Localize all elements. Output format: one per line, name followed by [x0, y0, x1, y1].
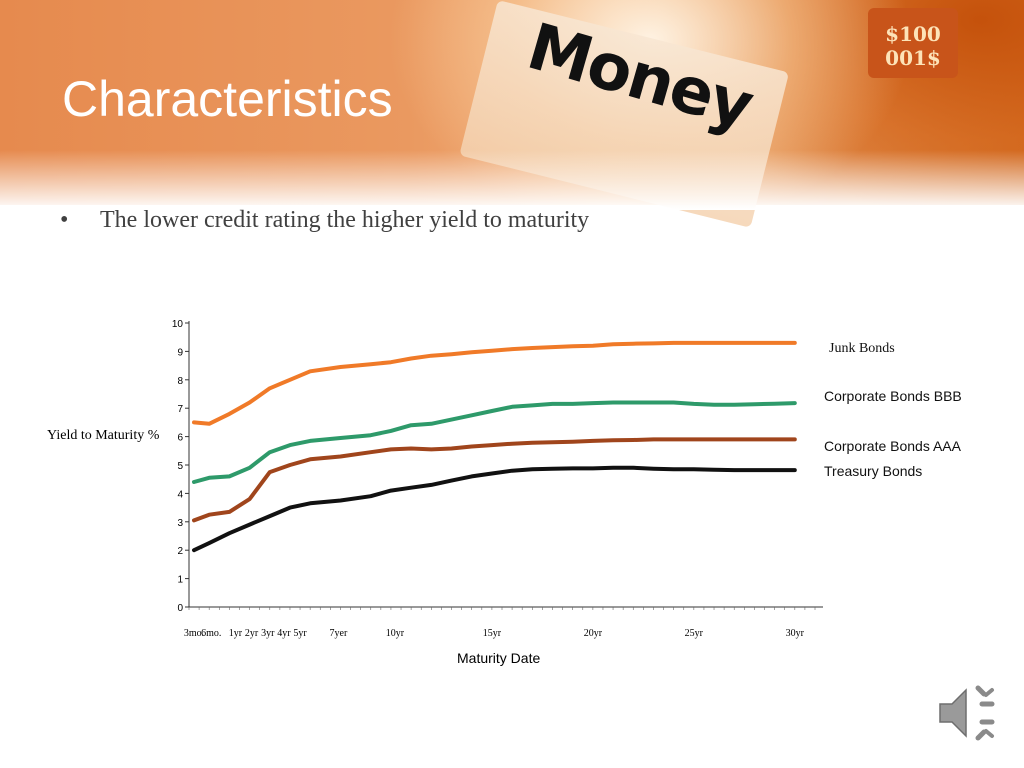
- series-line-3: [192, 465, 797, 553]
- speaker-icon[interactable]: [934, 680, 1008, 746]
- y-tick-label: 6: [177, 433, 183, 444]
- chart-legend: Junk Bonds Corporate Bonds BBB Corporate B…: [824, 341, 962, 479]
- x-tick-label: 3mo.: [184, 628, 204, 639]
- banner-fade: [0, 150, 1024, 210]
- bill-text-top: $100: [885, 22, 941, 46]
- x-tick-label: 10yr: [386, 628, 405, 639]
- y-axis-label: Yield to Maturity %: [47, 428, 160, 443]
- legend-entry: Treasury Bonds: [824, 463, 922, 479]
- legend-entry: Corporate Bonds AAA: [824, 438, 962, 454]
- series-lines: [192, 340, 797, 553]
- y-tick-label: 9: [177, 347, 183, 358]
- y-tick-label: 5: [177, 461, 183, 472]
- y-tick-label: 2: [177, 546, 183, 557]
- y-tick-label: 3: [177, 518, 183, 529]
- dollar-bill-image: $100 001$: [868, 8, 958, 78]
- x-tick-label: 20yr: [584, 628, 603, 639]
- y-ticks: 0 1 2 3 4 5 6 7 8 9 10: [172, 319, 189, 614]
- legend-entry: Corporate Bonds BBB: [824, 388, 962, 404]
- x-tick-label: 7yer: [330, 628, 348, 639]
- x-tick-label: 4yr: [277, 628, 291, 639]
- y-tick-label: 0: [177, 603, 183, 614]
- x-tick-label: 1yr: [229, 628, 243, 639]
- bill-text-bottom: 001$: [885, 46, 941, 70]
- series-line-0: [192, 340, 797, 426]
- x-axis-label: Maturity Date: [457, 650, 540, 666]
- x-tick-label: 15yr: [483, 628, 502, 639]
- y-tick-label: 4: [177, 489, 183, 500]
- y-tick-label: 7: [177, 404, 183, 415]
- bullet-dot-icon: •: [60, 207, 69, 233]
- bullet-text: The lower credit rating the higher yield…: [100, 207, 590, 233]
- x-tick-label: 30yr: [786, 628, 805, 639]
- series-line-1: [192, 400, 797, 484]
- legend-entry: Junk Bonds: [829, 341, 895, 356]
- y-tick-label: 10: [172, 319, 184, 330]
- x-ticks: 3mo.6mo. 1yr 2yr 3yr 4yr 5yr 7yer 10yr 15yr 20yr 2…: [184, 628, 805, 639]
- series-line-2: [192, 437, 797, 523]
- y-tick-label: 1: [177, 575, 183, 586]
- x-tick-label: 6mo.: [201, 628, 221, 639]
- chart-axes: [188, 321, 823, 610]
- x-tick-label: 5yr: [293, 628, 307, 639]
- x-tick-label: 2yr: [245, 628, 259, 639]
- x-tick-label: 25yr: [685, 628, 704, 639]
- slide-title: Characteristics: [62, 71, 393, 127]
- x-tick-label: 3yr: [261, 628, 275, 639]
- y-tick-label: 8: [177, 376, 183, 387]
